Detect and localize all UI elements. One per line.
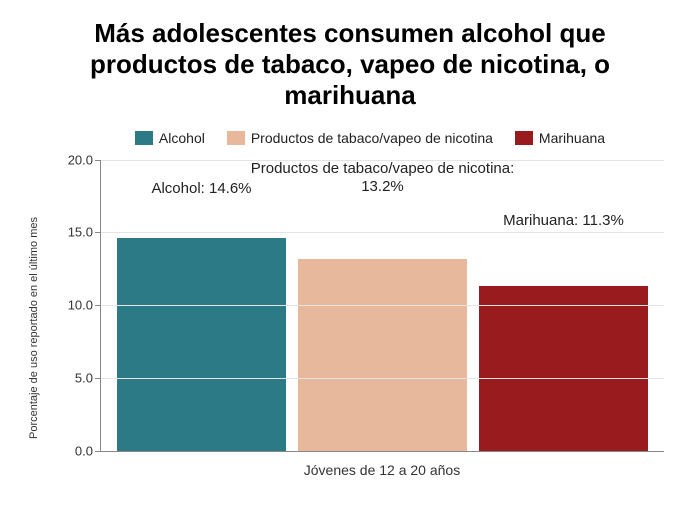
x-axis-label: Jóvenes de 12 a 20 años <box>100 462 664 478</box>
legend-label: Alcohol <box>159 130 205 146</box>
legend-item: Productos de tabaco/vapeo de nicotina <box>227 130 493 146</box>
grid-line <box>101 232 664 233</box>
legend-swatch <box>227 131 245 145</box>
bar-data-label: Marihuana: 11.3% <box>428 212 700 231</box>
legend-swatch <box>135 131 153 145</box>
legend-label: Productos de tabaco/vapeo de nicotina <box>251 130 493 146</box>
y-tick-label: 20.0 <box>68 152 101 167</box>
grid-line <box>101 305 664 306</box>
y-tick-label: 15.0 <box>68 225 101 240</box>
bar-chart: Porcentaje de uso reportado en el último… <box>56 152 672 492</box>
page-title: Más adolescentes consumen alcohol que pr… <box>40 18 660 112</box>
legend-item: Marihuana <box>515 130 605 146</box>
grid-line <box>101 160 664 161</box>
bar <box>479 286 648 450</box>
y-tick-label: 10.0 <box>68 298 101 313</box>
grid-line <box>101 378 664 379</box>
bar <box>117 238 286 450</box>
y-axis-label: Porcentaje de uso reportado en el último… <box>28 217 40 439</box>
y-tick-label: 5.0 <box>75 370 101 385</box>
y-tick-label: 0.0 <box>75 443 101 458</box>
legend-label: Marihuana <box>539 130 605 146</box>
bar <box>298 259 467 451</box>
legend: Alcohol Productos de tabaco/vapeo de nico… <box>28 130 672 146</box>
plot-area: Alcohol: 14.6%Productos de tabaco/vapeo … <box>100 160 664 452</box>
legend-swatch <box>515 131 533 145</box>
legend-item: Alcohol <box>135 130 205 146</box>
